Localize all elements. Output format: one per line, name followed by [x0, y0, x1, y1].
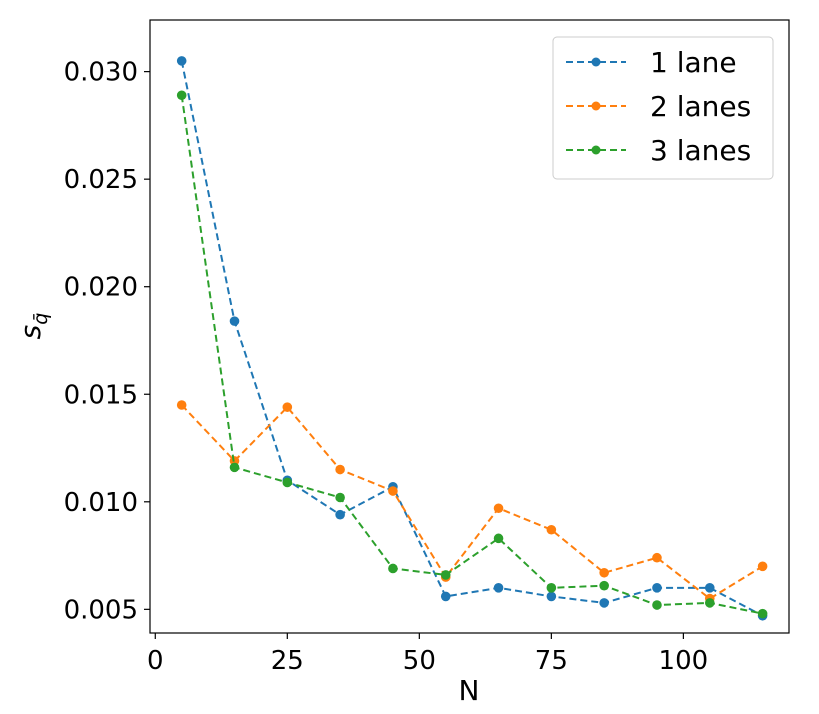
x-tick-label: 0	[147, 646, 164, 676]
series-line-2-lanes	[180, 404, 764, 600]
data-point-3-lanes	[176, 90, 187, 101]
legend-box	[552, 36, 774, 180]
data-point-1-lane	[599, 598, 609, 608]
legend: 1 lane 2 lanes 3 lanes	[552, 36, 774, 180]
data-point-3-lanes	[546, 583, 557, 593]
data-point-3-lanes	[493, 533, 504, 544]
data-point-3-lanes	[388, 563, 398, 574]
data-point-3-lanes	[440, 570, 451, 580]
data-point-3-lanes	[652, 600, 662, 610]
y-axis-title: sq̄	[14, 313, 52, 340]
series-1-lane	[176, 56, 768, 621]
data-point-3-lanes	[282, 477, 293, 488]
x-tick-label: 75	[535, 646, 568, 676]
y-tick-label: 0.025	[64, 165, 138, 195]
x-axis: 0 25 50 75 100	[147, 633, 708, 676]
data-point-1-lane	[546, 591, 557, 602]
data-point-2-lanes	[546, 524, 557, 535]
series-layer	[176, 56, 768, 621]
series-line-3-lanes	[180, 95, 763, 615]
series-line-1-lane	[180, 60, 764, 617]
y-tick-label: 0.030	[64, 58, 138, 88]
data-point-1-lane	[652, 583, 662, 593]
x-tick-label: 100	[659, 646, 709, 676]
y-tick-label: 0.010	[64, 488, 138, 518]
legend-marker-2-lanes	[591, 101, 601, 111]
series-3-lanes	[176, 90, 768, 619]
legend-marker-3-lanes	[591, 145, 601, 155]
y-axis: 0.005 0.010 0.015 0.020 0.025 0.030	[64, 58, 150, 625]
data-point-3-lanes	[599, 580, 609, 591]
data-point-1-lane	[440, 591, 451, 602]
y-axis-title-sub: q̄	[30, 313, 52, 325]
data-point-1-lane	[229, 316, 240, 326]
data-point-2-lanes	[493, 503, 504, 514]
data-point-3-lanes	[335, 492, 345, 503]
x-tick-label: 50	[403, 646, 436, 676]
data-point-2-lanes	[282, 402, 293, 412]
legend-marker-1-lane	[591, 57, 601, 67]
legend-label-1-lane: 1 lane	[650, 46, 737, 79]
data-point-3-lanes	[757, 608, 768, 619]
y-tick-label: 0.015	[64, 380, 138, 410]
data-point-1-lane	[493, 583, 504, 593]
data-point-3-lanes	[704, 598, 715, 608]
data-point-3-lanes	[229, 462, 240, 473]
x-tick-label: 25	[271, 646, 304, 676]
legend-label-2-lanes: 2 lanes	[650, 90, 751, 123]
data-point-2-lanes	[388, 486, 398, 496]
legend-label-3-lanes: 3 lanes	[650, 134, 751, 167]
data-point-1-lane	[704, 583, 715, 593]
y-axis-title-base: s	[14, 325, 47, 340]
data-point-2-lanes	[335, 464, 345, 475]
data-point-2-lanes	[599, 567, 609, 578]
data-point-2-lanes	[176, 400, 187, 410]
y-tick-label: 0.020	[64, 273, 138, 303]
data-point-1-lane	[176, 56, 187, 66]
y-tick-label: 0.005	[64, 595, 138, 625]
data-point-1-lane	[335, 509, 345, 520]
x-axis-title: N	[459, 674, 480, 707]
data-point-2-lanes	[757, 561, 768, 572]
data-point-2-lanes	[652, 552, 662, 563]
